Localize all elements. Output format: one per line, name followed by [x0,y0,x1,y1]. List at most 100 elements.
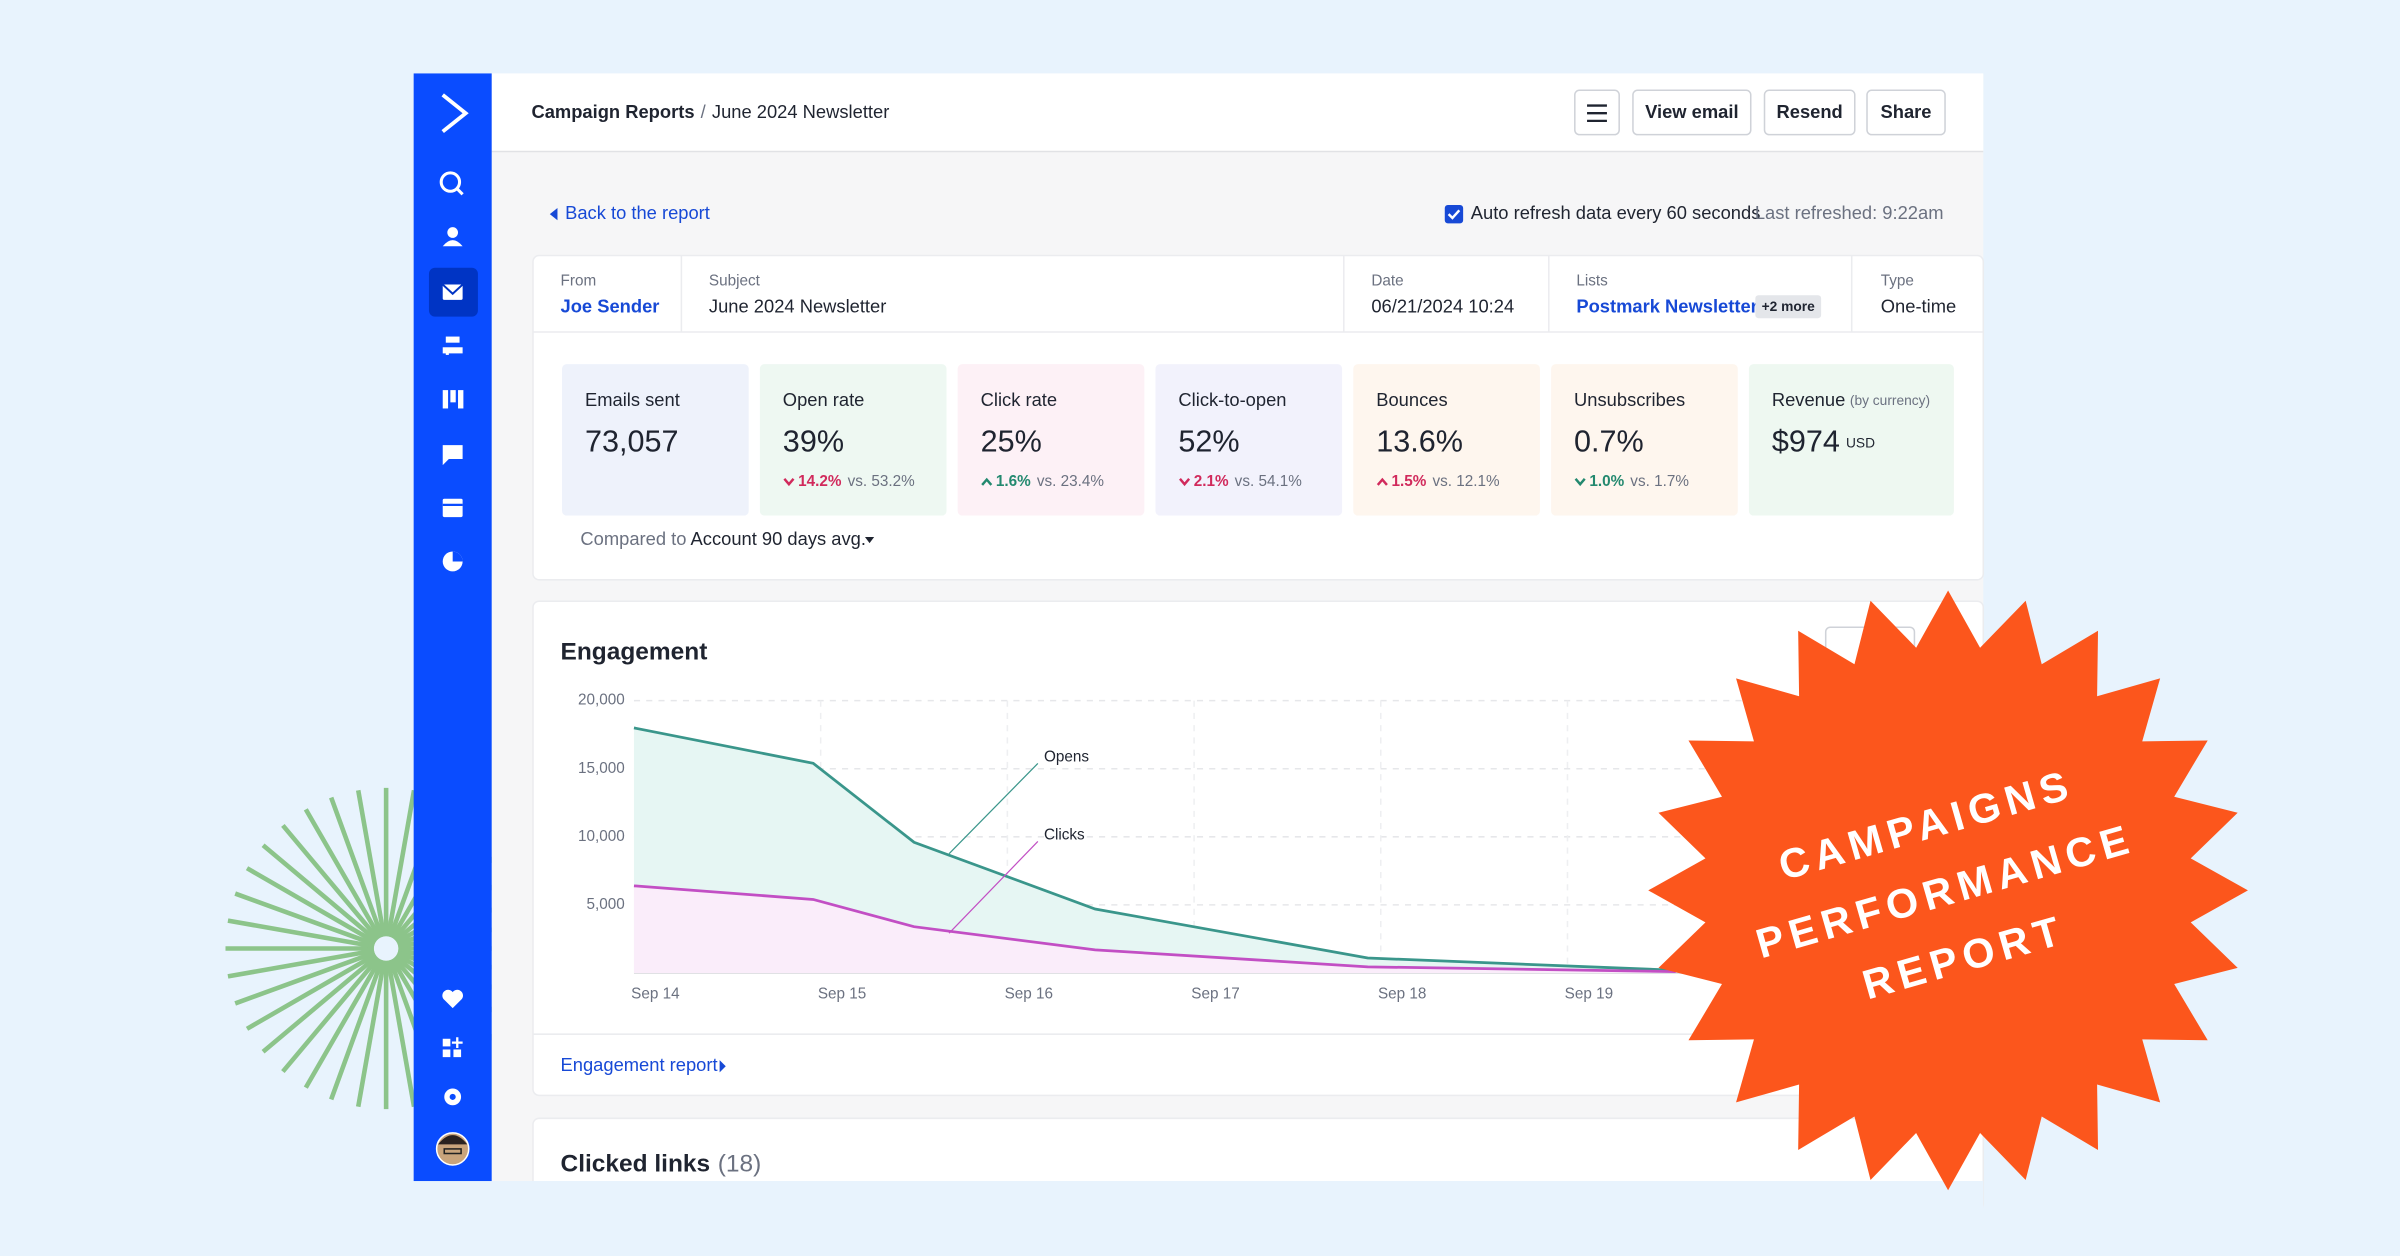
campaigns-icon[interactable] [442,283,464,300]
x-tick-label: Sep 17 [1191,985,1239,1002]
search-icon[interactable] [439,171,464,196]
area [633,885,1676,973]
metric-number: 25% [981,425,1042,459]
contacts-icon[interactable] [442,227,463,247]
button-label[interactable]: View email [1645,101,1738,122]
ray [303,808,382,940]
metric-tile: Revenue (by currency) $974 USD [1748,364,1954,516]
detail-label: Type [1881,273,1914,290]
ray [234,891,376,947]
button[interactable]: Resend [1763,89,1856,136]
link-arrow [719,1060,726,1073]
breadcrumb-link[interactable]: Campaign Reports [531,101,694,122]
detail-value[interactable]: Postmark Newsletter [1576,295,1757,316]
button[interactable]: Share [1866,89,1946,136]
settings-icon[interactable] [444,1088,462,1106]
metric-value: 25% [981,425,1042,459]
site-icon[interactable] [442,498,463,518]
ray [281,823,381,941]
series-label: Opens [1044,748,1089,765]
ray [261,954,379,1054]
detail-value: June 2024 Newsletter [709,295,886,316]
change-arrow [981,477,993,486]
change-value: 14.2% [798,473,842,490]
line [633,884,1676,973]
deals-icon[interactable] [442,390,464,409]
metric-change: 1.0% vs. 1.7% [1589,473,1689,490]
metric-value: 52% [1178,425,1239,459]
comparison-value: vs. 1.7% [1630,473,1689,490]
ray [227,948,375,979]
reports-icon[interactable] [442,551,463,572]
ray [355,960,387,1108]
metric-name: Click-to-open [1178,389,1286,410]
change-value: 1.6% [996,473,1031,490]
series-label: Clicks [1044,826,1085,843]
compared-select[interactable]: Account 90 days avg. [691,528,866,549]
clicked-links-count: (18) [718,1151,762,1178]
comparison-value: vs. 12.1% [1432,473,1500,490]
metric-label: Open rate [783,389,865,410]
apps-icon[interactable] [442,1037,463,1058]
button-label[interactable]: Resend [1777,101,1843,122]
metric-unit: USD [1846,435,1875,450]
change-value: 1.5% [1392,473,1427,490]
checkbox[interactable] [1444,204,1464,224]
metric-label: Revenue (by currency) [1772,389,1930,410]
sidebar-icons [439,171,464,196]
ray [234,950,376,1006]
metric-tile: Open rate 39% 14.2% vs. 53.2% [759,364,947,516]
ray [245,952,377,1031]
metric-value: 39% [783,425,844,459]
ray [303,957,382,1089]
sidebar-icons [428,227,478,1166]
metric-name: Open rate [783,389,865,410]
tile-bg [1748,364,1954,516]
compared-label: Compared to [580,528,686,549]
metric-name: Click rate [981,389,1057,410]
metric-number: 73,057 [585,425,679,459]
logo[interactable] [441,93,469,134]
detail-value[interactable]: Joe Sender [561,295,660,316]
filter-button[interactable] [1574,89,1620,136]
metric-label: Bounces [1376,389,1447,410]
card-title: Clicked links (18) [561,1151,762,1178]
tile-bg [1551,364,1738,516]
conversations-icon[interactable] [442,445,463,466]
favorites-icon[interactable] [442,989,463,1009]
detail-label: Lists [1576,273,1608,290]
x-tick-label: Sep 19 [1565,985,1613,1002]
ray [245,866,377,945]
tile-bg [1155,364,1343,516]
metric-name: Unsubscribes [1574,389,1685,410]
auto-refresh: Auto refresh data every 60 seconds [1471,202,1761,223]
button-label[interactable]: Share [1881,101,1932,122]
detail-value: 06/21/2024 10:24 [1371,295,1514,316]
x-tick-label: Sep 14 [631,985,680,1002]
ray [385,960,417,1108]
metric-tile: Click-to-open 52% 2.1% vs. 54.1% [1155,364,1343,516]
engagement-link[interactable]: Engagement report [561,1054,718,1075]
comparison-value: vs. 23.4% [1037,473,1105,490]
button[interactable]: View email [1632,89,1752,136]
metric-name: Revenue [1772,389,1845,410]
x-tick-label: Sep 18 [1378,985,1426,1002]
y-tick-label: 5,000 [587,896,625,913]
automations-icon[interactable] [442,336,463,355]
metric-number: $974 [1772,425,1840,459]
leader-line [948,840,1039,934]
avatar[interactable] [435,1132,470,1166]
sidebar [413,73,492,1182]
back-arrow [549,208,558,221]
comparison-value: vs. 54.1% [1235,473,1303,490]
y-tick-label: 15,000 [578,760,625,777]
leader-line [948,762,1039,855]
metric-label: Emails sent [585,389,680,410]
metric-number: 0.7% [1574,425,1644,459]
tile-bg [1353,364,1540,516]
back-link[interactable]: Back to the report [565,202,710,223]
metric-number: 39% [783,425,844,459]
